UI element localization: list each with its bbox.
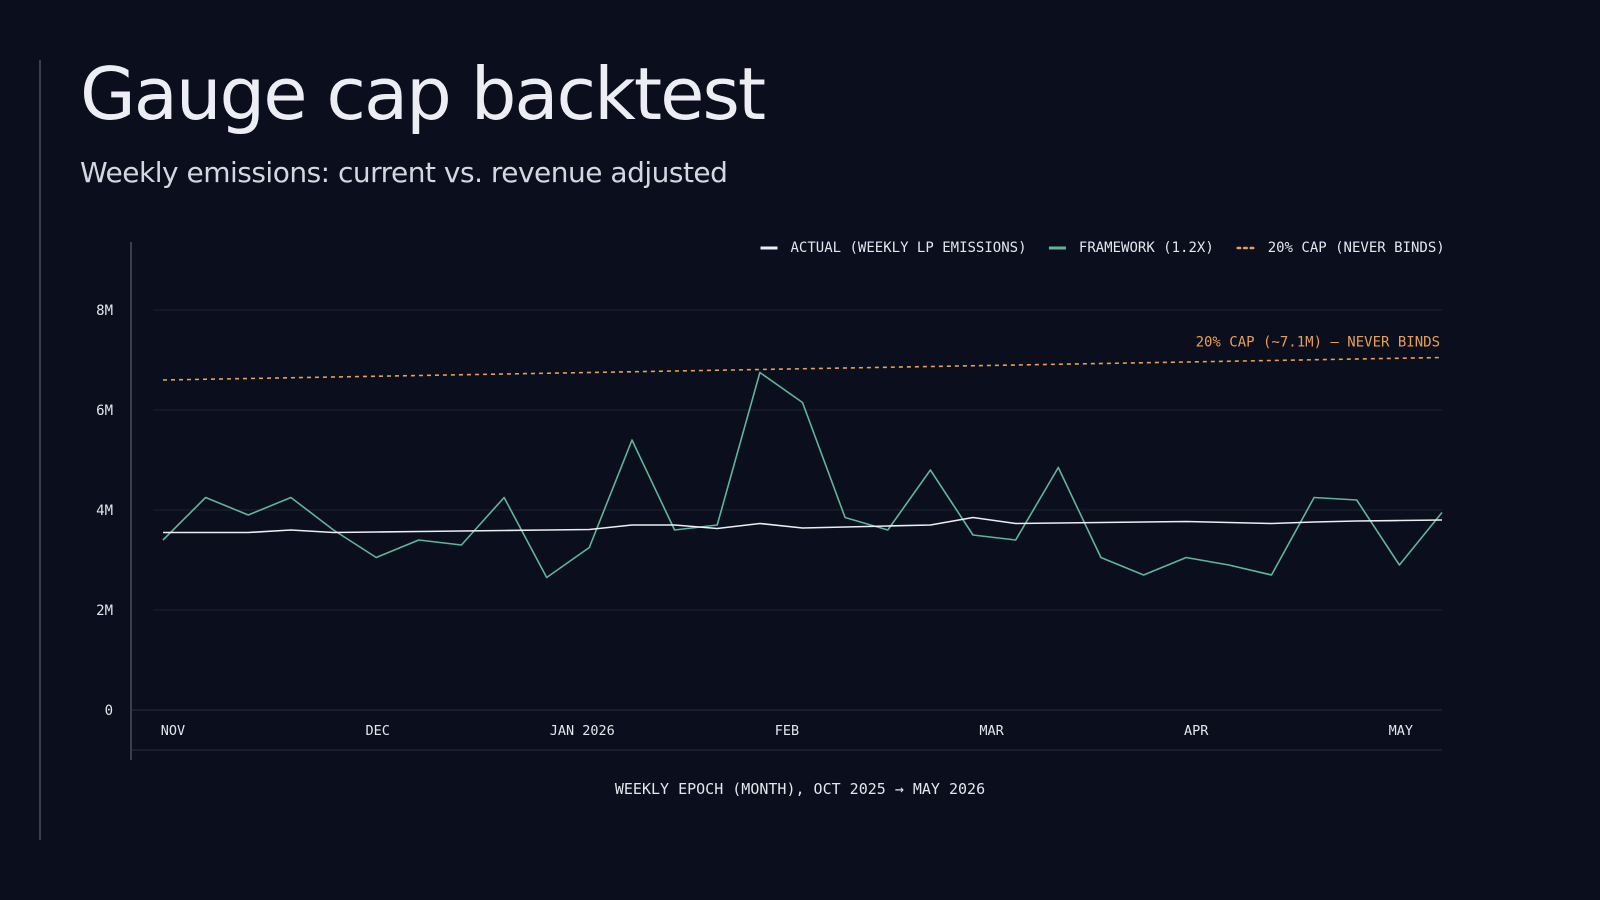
series-line-cap: [162, 356, 1443, 381]
axis-labels: 0 2M 4M 6M 8M NOV DEC JAN 2026 FEB MAR APR MAY WEEKL…: [96, 303, 1413, 798]
legend-item: ACTUAL (WEEKLY LP EMISSIONS): [760, 240, 1027, 256]
gridlines: [153, 309, 1442, 611]
y-tick-label: 6M: [96, 403, 113, 419]
x-tick-label: MAY: [1389, 723, 1413, 739]
series-lines: [162, 356, 1443, 579]
legend-label: ACTUAL (WEEKLY LP EMISSIONS): [791, 240, 1027, 256]
x-tick-label: DEC: [365, 723, 389, 739]
legend-label: FRAMEWORK (1.2X): [1079, 240, 1214, 256]
y-tick-label: 0: [105, 703, 113, 719]
y-tick-label: 8M: [96, 303, 113, 319]
series-line-framework: [162, 371, 1443, 579]
series-line-actual: [163, 516, 1443, 534]
legend-label: 20% CAP (NEVER BINDS): [1268, 240, 1445, 256]
legend: ACTUAL (WEEKLY LP EMISSIONS) FRAMEWORK (1…: [760, 240, 1445, 256]
y-tick-label: 4M: [96, 503, 113, 519]
legend-item: FRAMEWORK (1.2X): [1048, 240, 1214, 256]
left-accent-rule: [39, 60, 41, 840]
x-tick-label: FEB: [775, 723, 799, 739]
legend-item: 20% CAP (NEVER BINDS): [1236, 240, 1445, 256]
annotations: 20% CAP (~7.1M) — NEVER BINDS: [1196, 335, 1440, 351]
x-tick-label: APR: [1184, 723, 1209, 739]
cap-annotation: 20% CAP (~7.1M) — NEVER BINDS: [1196, 335, 1440, 351]
y-tick-label: 2M: [96, 603, 113, 619]
slide-subtitle: Weekly emissions: current vs. revenue ad…: [80, 156, 728, 189]
x-tick-label: MAR: [979, 723, 1004, 739]
x-axis-title: WEEKLY EPOCH (MONTH), OCT 2025 → MAY 202…: [615, 780, 985, 798]
slide-title: Gauge cap backtest: [80, 52, 766, 136]
x-tick-label: JAN 2026: [550, 723, 615, 739]
x-tick-label: NOV: [161, 723, 185, 739]
axes: [130, 242, 1442, 760]
